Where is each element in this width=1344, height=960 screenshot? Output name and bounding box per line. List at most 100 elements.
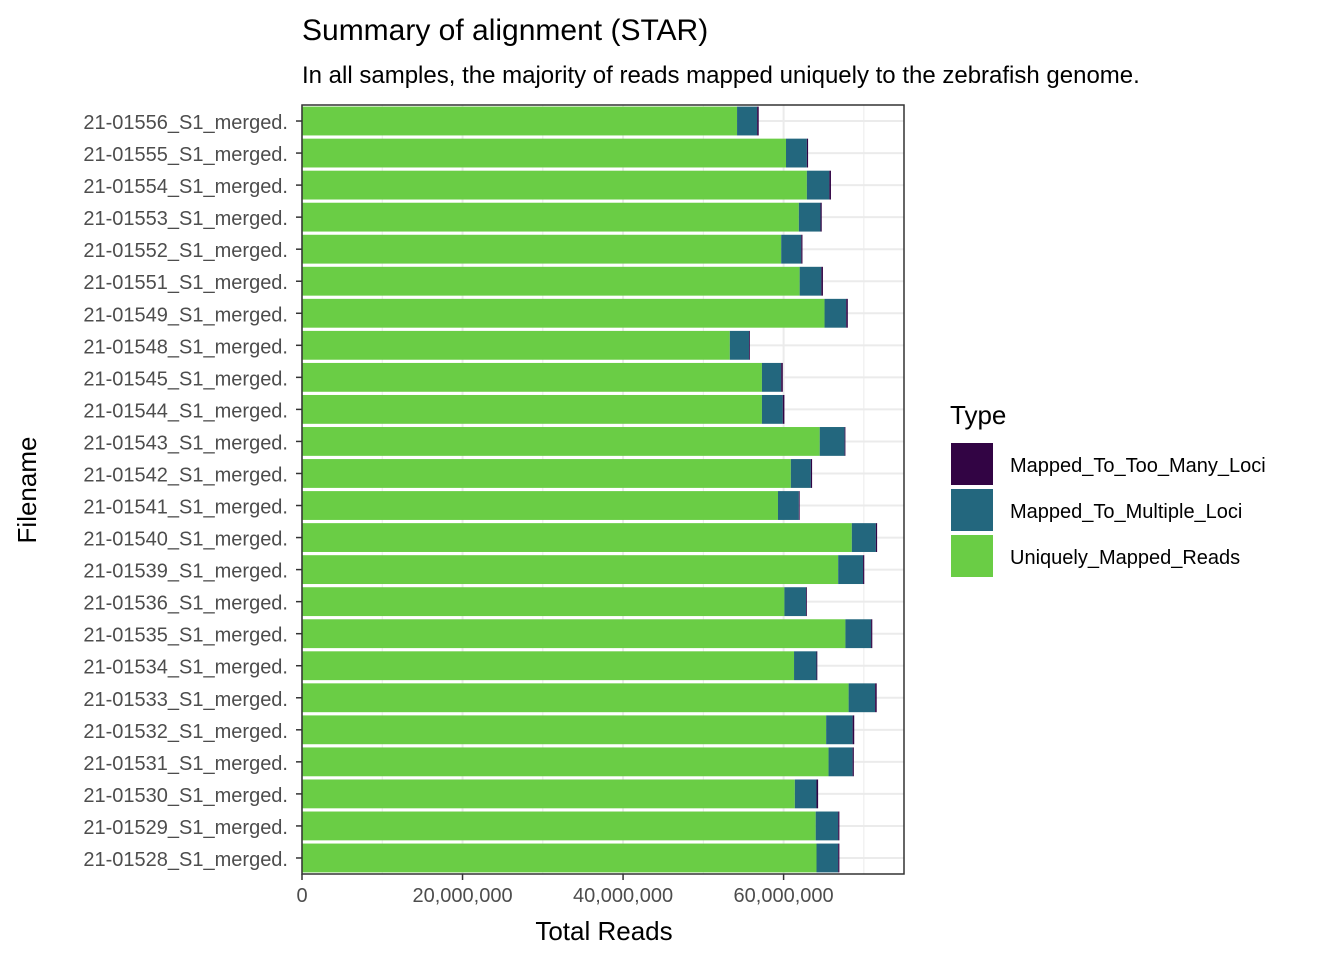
legend-label: Uniquely_Mapped_Reads [1010,547,1240,569]
y-tick-label: 21-01541_S1_merged. [83,497,288,519]
bar-mapped-to-too-many-loci [816,651,818,681]
bar-mapped-to-too-many-loci [852,747,854,777]
bar-uniquely-mapped-reads [302,843,817,873]
bar-mapped-to-multiple-loci [826,715,853,745]
bar-mapped-to-multiple-loci [845,619,872,649]
y-tick-label: 21-01556_S1_merged. [83,112,288,134]
bar-uniquely-mapped-reads [302,202,799,232]
plot-area: 21-01556_S1_merged. 21-01555_S1_merged. 21… [83,104,905,907]
bar-uniquely-mapped-reads [302,170,807,200]
bar-mapped-to-too-many-loci [821,266,823,296]
y-axis-title: Filename [12,437,42,544]
legend-swatch [951,489,993,531]
bar-uniquely-mapped-reads [302,683,849,713]
bar-uniquely-mapped-reads [302,587,785,617]
bar-uniquely-mapped-reads [302,394,762,424]
bar-uniquely-mapped-reads [302,651,795,681]
bar-mapped-to-too-many-loci [801,234,803,264]
bar-uniquely-mapped-reads [302,234,782,264]
plot-panel [302,105,904,874]
bar-mapped-to-multiple-loci [777,491,799,520]
bar-mapped-to-multiple-loci [794,651,817,681]
bar-uniquely-mapped-reads [302,106,738,136]
bar-uniquely-mapped-reads [302,138,787,168]
y-tick-label: 21-01530_S1_merged. [83,785,288,807]
bar-mapped-to-too-many-loci [782,394,785,424]
bar-mapped-to-too-many-loci [806,587,807,617]
bar-mapped-to-too-many-loci [852,715,855,745]
bar-uniquely-mapped-reads [302,298,825,328]
bar-uniquely-mapped-reads [302,747,829,777]
y-tick-label: 21-01551_S1_merged. [83,272,288,294]
bar-uniquely-mapped-reads [302,266,800,296]
x-axis-title: Total Reads [535,916,672,946]
bar-mapped-to-too-many-loci [781,362,783,392]
y-tick-label: 21-01552_S1_merged. [83,240,288,262]
bar-mapped-to-too-many-loci [871,619,873,649]
bar-uniquely-mapped-reads [302,362,762,392]
legend-label: Mapped_To_Too_Many_Loci [1010,455,1266,477]
bar-mapped-to-too-many-loci [838,811,840,841]
y-tick-label: 21-01545_S1_merged. [83,368,288,390]
bar-uniquely-mapped-reads [302,811,816,841]
bar-mapped-to-multiple-loci [784,587,807,617]
y-tick-label: 21-01534_S1_merged. [83,657,288,679]
bar-uniquely-mapped-reads [302,459,791,488]
bar-mapped-to-multiple-loci [815,811,839,841]
bar-mapped-to-multiple-loci [824,298,847,328]
y-tick-label: 21-01532_S1_merged. [83,721,288,743]
bar-uniquely-mapped-reads [302,427,820,456]
bar-mapped-to-multiple-loci [761,362,782,392]
bar-uniquely-mapped-reads [302,619,846,649]
chart-title: Summary of alignment (STAR) [302,14,708,47]
y-tick-label: 21-01555_S1_merged. [83,144,288,166]
bar-mapped-to-multiple-loci [798,202,821,232]
y-tick-label: 21-01544_S1_merged. [83,400,288,422]
legend-label: Mapped_To_Multiple_Loci [1010,501,1242,523]
bar-uniquely-mapped-reads [302,779,795,809]
bar-uniquely-mapped-reads [302,330,730,360]
y-tick-label: 21-01533_S1_merged. [83,689,288,711]
bar-mapped-to-too-many-loci [863,555,865,585]
y-tick-label: 21-01531_S1_merged. [83,753,288,775]
y-tick-label: 21-01536_S1_merged. [83,593,288,615]
bar-uniquely-mapped-reads [302,715,827,745]
bar-mapped-to-too-many-loci [749,330,750,360]
bar-mapped-to-multiple-loci [838,555,864,585]
x-tick-label: 0 [296,885,307,907]
bar-mapped-to-multiple-loci [806,170,830,200]
bar-mapped-to-multiple-loci [786,138,807,168]
bar-mapped-to-multiple-loci [799,266,822,296]
bar-mapped-to-too-many-loci [846,298,848,328]
legend-swatch [951,443,993,485]
bar-uniquely-mapped-reads [302,523,852,552]
bar-uniquely-mapped-reads [302,555,839,585]
plot-border [301,104,905,875]
y-tick-label: 21-01542_S1_merged. [83,464,288,486]
y-tick-label: 21-01549_S1_merged. [83,304,288,326]
bar-mapped-to-multiple-loci [794,779,817,809]
y-tick-label: 21-01540_S1_merged. [83,529,288,551]
bar-mapped-to-too-many-loci [838,843,840,873]
y-tick-label: 21-01548_S1_merged. [83,336,288,358]
bar-mapped-to-multiple-loci [790,459,811,488]
x-tick-label: 60,000,000 [734,885,834,907]
bar-mapped-to-too-many-loci [844,427,846,456]
bar-mapped-to-too-many-loci [757,106,759,136]
bar-mapped-to-too-many-loci [875,523,878,552]
y-tick-label: 21-01539_S1_merged. [83,561,288,583]
bar-mapped-to-multiple-loci [761,394,783,424]
bar-mapped-to-too-many-loci [816,779,819,809]
bar-mapped-to-multiple-loci [851,523,876,552]
x-tick-label: 20,000,000 [412,885,512,907]
legend-swatch [951,535,993,577]
y-tick-label: 21-01528_S1_merged. [83,849,288,871]
bar-mapped-to-too-many-loci [875,683,877,713]
bar-mapped-to-too-many-loci [806,138,809,168]
bar-mapped-to-multiple-loci [819,427,845,456]
y-tick-label: 21-01543_S1_merged. [83,432,288,454]
bar-mapped-to-multiple-loci [848,683,876,713]
bar-mapped-to-too-many-loci [820,202,822,232]
y-tick-label: 21-01554_S1_merged. [83,176,288,198]
